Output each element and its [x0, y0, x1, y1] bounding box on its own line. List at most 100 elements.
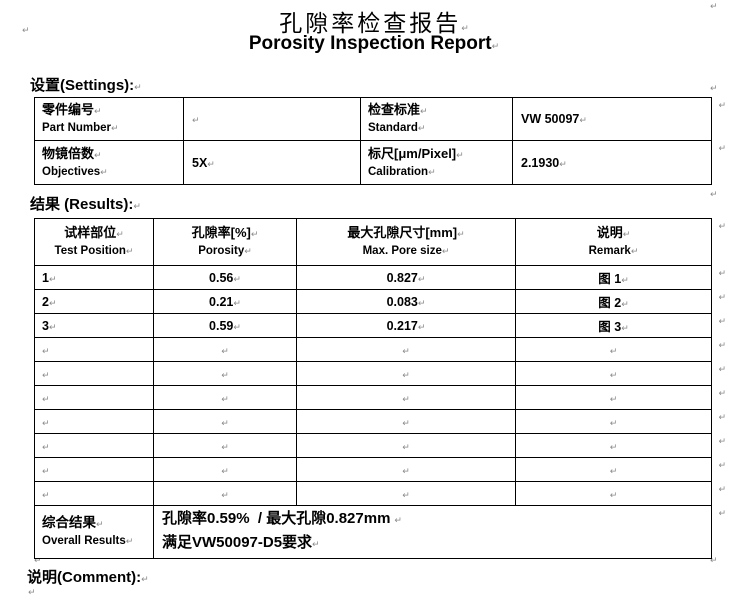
paragraph-mark-icon: ↵ [48, 298, 57, 309]
paragraph-mark-icon: ↵ [417, 274, 426, 285]
standard-label-cell: 检查标准↵ Standard↵ [360, 97, 513, 141]
paragraph-mark-icon: ↵ [718, 509, 726, 519]
cell-position-empty: ↵ [34, 361, 154, 386]
paragraph-mark-icon: ↵ [718, 101, 726, 111]
paragraph-mark-icon: ↵ [94, 150, 102, 161]
table-row-empty: ↵ ↵ ↵ ↵ ↵ [34, 337, 726, 362]
paragraph-mark-icon: ↵ [718, 222, 726, 232]
paragraph-mark-icon: ↵ [134, 83, 142, 93]
paragraph-mark-icon: ↵ [48, 322, 57, 333]
objectives-label-cell: 物镜倍数↵ Objectives↵ [34, 140, 184, 185]
paragraph-mark-icon: ↵ [22, 26, 30, 36]
paragraph-mark-icon: ↵ [42, 466, 50, 477]
paragraph-mark-icon: ↵ [42, 490, 50, 501]
paragraph-mark-icon: ↵ [609, 466, 618, 477]
table-row: 3↵ 0.59↵ 0.217↵ 图 3↵ ↵ [34, 313, 726, 338]
paragraph-mark-icon: ↵ [244, 247, 252, 257]
paragraph-mark-icon: ↵ [402, 418, 410, 429]
paragraph-mark-icon: ↵ [312, 540, 320, 550]
header-remark: 说明↵ Remark↵ ↵ [515, 218, 726, 266]
paragraph-mark-icon: ↵ [221, 466, 229, 477]
results-table: 试样部位↵ Test Position↵ 孔隙率[%]↵ Porosity↵ 最… [34, 218, 726, 559]
cell-position-empty: ↵ [34, 337, 154, 362]
cell-position-empty: ↵ [34, 409, 154, 434]
paragraph-mark-icon: ↵ [221, 346, 229, 357]
table-row: 2↵ 0.21↵ 0.083↵ 图 2↵ ↵ [34, 289, 726, 314]
overall-results-label-cell: 综合结果↵ Overall Results↵ [34, 505, 154, 559]
paragraph-mark-icon: ↵ [630, 247, 639, 257]
header-max-pore-size: 最大孔隙尺寸[mm]↵ Max. Pore size↵ [296, 218, 516, 266]
paragraph-mark-icon: ↵ [718, 413, 726, 423]
paragraph-mark-icon: ↵ [233, 274, 241, 285]
table-row-empty: ↵ ↵ ↵ ↵ ↵ [34, 457, 726, 482]
paragraph-mark-icon: ↵ [710, 190, 718, 200]
cell-remark-empty: ↵ ↵ [515, 457, 726, 482]
paragraph-mark-icon: ↵ [402, 394, 410, 405]
paragraph-mark-icon: ↵ [192, 116, 200, 126]
header-porosity: 孔隙率[%]↵ Porosity↵ [153, 218, 297, 266]
paragraph-mark-icon: ↵ [125, 537, 134, 547]
paragraph-mark-icon: ↵ [221, 490, 229, 501]
paragraph-mark-icon: ↵ [221, 442, 229, 453]
paragraph-mark-icon: ↵ [417, 298, 426, 309]
table-row: 1↵ 0.56↵ 0.827↵ 图 1↵ ↵ [34, 265, 726, 290]
paragraph-mark-icon: ↵ [718, 144, 726, 154]
table-row-empty: ↵ ↵ ↵ ↵ ↵ [34, 433, 726, 458]
paragraph-mark-icon: ↵ [609, 370, 618, 381]
cell-remark: 图 2↵ ↵ [515, 289, 726, 314]
cell-position: 2↵ [34, 289, 154, 314]
paragraph-mark-icon: ↵ [456, 150, 464, 161]
paragraph-mark-icon: ↵ [710, 2, 718, 12]
settings-heading: 设置(Settings):↵ [30, 77, 142, 94]
settings-table: 零件编号↵ Part Number↵ ↵ 检查标准↵ Standard↵ VW … [34, 97, 726, 185]
overall-results-value-cell: 孔隙率0.59% / 最大孔隙0.827mm ↵ 满足VW50097-D5要求↵ … [153, 505, 726, 559]
cell-position: 3↵ [34, 313, 154, 338]
part-number-value-cell: ↵ [183, 97, 361, 141]
paragraph-mark-icon: ↵ [609, 442, 618, 453]
paragraph-mark-icon: ↵ [233, 322, 241, 333]
cell-pore-size: 0.827↵ [296, 265, 516, 290]
report-title-en: Porosity Inspection Report↵ [248, 33, 500, 54]
cell-remark: 图 3↵ ↵ [515, 313, 726, 338]
cell-pore-size-empty: ↵ [296, 433, 516, 458]
cell-porosity-empty: ↵ [153, 385, 297, 410]
paragraph-mark-icon: ↵ [718, 485, 726, 495]
paragraph-mark-icon: ↵ [609, 418, 618, 429]
paragraph-mark-icon: ↵ [710, 84, 718, 94]
paragraph-mark-icon: ↵ [221, 394, 229, 405]
paragraph-mark-icon: ↵ [621, 300, 629, 310]
paragraph-mark-icon: ↵ [461, 24, 469, 34]
paragraph-mark-icon: ↵ [100, 167, 108, 178]
paragraph-mark-icon: ↵ [609, 490, 618, 501]
table-header-row: 试样部位↵ Test Position↵ 孔隙率[%]↵ Porosity↵ 最… [34, 218, 726, 266]
paragraph-mark-icon: ↵ [417, 322, 426, 333]
paragraph-mark-icon: ↵ [94, 107, 102, 117]
paragraph-mark-icon: ↵ [457, 230, 465, 240]
part-number-label-cell: 零件编号↵ Part Number↵ [34, 97, 184, 141]
paragraph-mark-icon: ↵ [42, 346, 50, 357]
paragraph-mark-icon: ↵ [718, 293, 726, 303]
cell-remark-empty: ↵ ↵ [515, 361, 726, 386]
paragraph-mark-icon: ↵ [250, 230, 259, 240]
paragraph-mark-icon: ↵ [420, 107, 428, 117]
cell-position-empty: ↵ [34, 481, 154, 506]
paragraph-mark-icon: ↵ [96, 520, 104, 530]
cell-porosity-empty: ↵ [153, 361, 297, 386]
cell-pore-size-empty: ↵ [296, 481, 516, 506]
paragraph-mark-icon: ↵ [718, 341, 726, 351]
paragraph-mark-icon: ↵ [221, 370, 229, 381]
overall-results-row: 综合结果↵ Overall Results↵ 孔隙率0.59% / 最大孔隙0.… [34, 505, 726, 559]
paragraph-mark-icon: ↵ [441, 247, 450, 257]
cell-position-empty: ↵ [34, 385, 154, 410]
paragraph-mark-icon: ↵ [116, 230, 124, 240]
comment-heading: 说明(Comment):↵ [27, 569, 149, 586]
paragraph-mark-icon: ↵ [28, 588, 36, 598]
cell-porosity-empty: ↵ [153, 409, 297, 434]
cell-porosity: 0.21↵ [153, 289, 297, 314]
table-row: 物镜倍数↵ Objectives↵ 5X↵ 标尺[μm/Pixel]↵ Cali… [34, 140, 726, 185]
cell-porosity: 0.56↵ [153, 265, 297, 290]
cell-remark-empty: ↵ ↵ [515, 481, 726, 506]
table-row: 零件编号↵ Part Number↵ ↵ 检查标准↵ Standard↵ VW … [34, 97, 726, 141]
cell-position: 1↵ [34, 265, 154, 290]
